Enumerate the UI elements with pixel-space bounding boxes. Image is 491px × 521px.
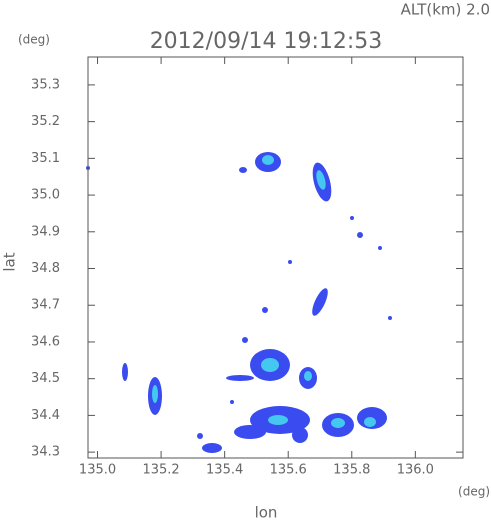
- y-tick-label: 35.1: [31, 151, 60, 166]
- x-axis-label: lon: [255, 504, 278, 521]
- x-tick-label: 135.0: [79, 463, 116, 478]
- x-tick-label: 135.8: [333, 463, 370, 478]
- altitude-label: ALT(km) 2.0: [401, 1, 490, 19]
- y-tick-label: 34.9: [31, 224, 60, 239]
- y-tick-label: 34.6: [31, 334, 60, 349]
- y-tick-label: 34.3: [31, 445, 60, 460]
- chart-title: 2012/09/14 19:12:53: [150, 29, 383, 54]
- x-tick-label: 135.2: [142, 463, 179, 478]
- y-tick-label: 35.3: [31, 77, 60, 92]
- y-tick-label: 34.8: [31, 261, 60, 276]
- x-unit: (deg): [458, 485, 490, 499]
- y-tick-label: 34.5: [31, 371, 60, 386]
- x-tick-label: 135.4: [206, 463, 243, 478]
- y-axis-label: lat: [1, 252, 19, 271]
- y-tick-label: 35.0: [31, 188, 60, 203]
- y-tick-label: 34.4: [31, 408, 60, 423]
- y-unit: (deg): [18, 33, 50, 47]
- x-tick-label: 135.6: [270, 463, 307, 478]
- y-tick-label: 35.2: [31, 114, 60, 129]
- radar-echoes: [86, 152, 392, 453]
- plot-frame: [87, 56, 464, 459]
- y-tick-label: 34.7: [31, 298, 60, 313]
- x-tick-label: 136.0: [397, 463, 434, 478]
